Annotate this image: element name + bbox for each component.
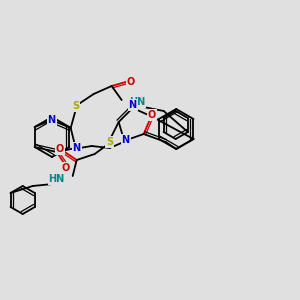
Text: S: S — [72, 101, 79, 111]
Text: HN: HN — [48, 174, 65, 184]
Text: S: S — [106, 137, 113, 147]
Text: O: O — [56, 144, 64, 154]
Text: HN: HN — [129, 97, 145, 107]
Text: N: N — [129, 100, 137, 110]
Text: O: O — [61, 163, 70, 173]
Text: O: O — [127, 77, 135, 87]
Text: N: N — [73, 143, 81, 153]
Text: N: N — [122, 135, 130, 145]
Text: N: N — [48, 115, 56, 125]
Text: O: O — [148, 110, 156, 120]
